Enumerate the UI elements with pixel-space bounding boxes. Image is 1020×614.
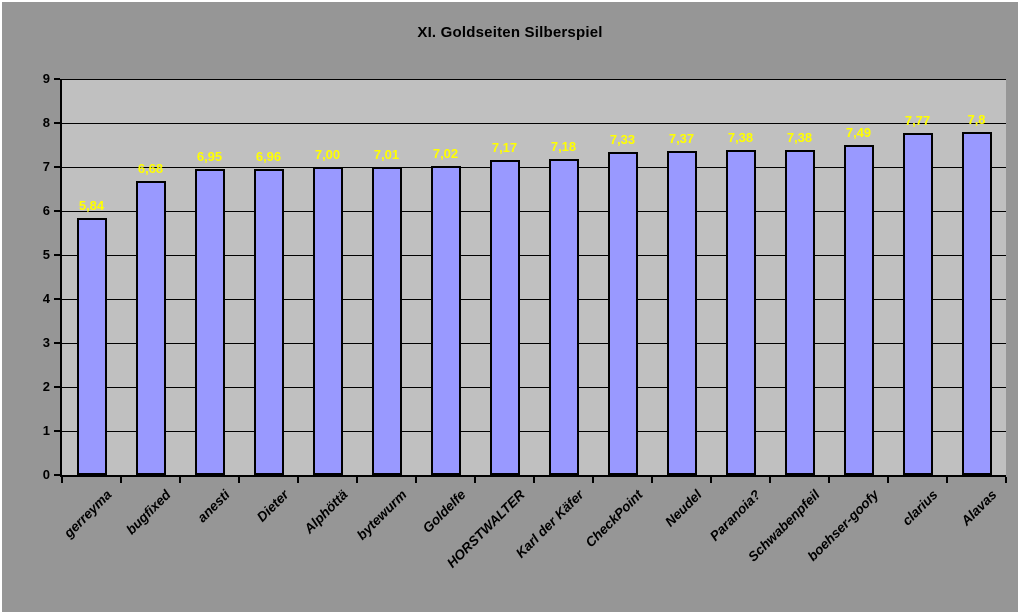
y-tick-mark: [54, 342, 60, 344]
y-tick-label: 0: [42, 467, 50, 482]
bar-value-label: 7,17: [491, 139, 518, 155]
x-tick-mark: [533, 477, 535, 483]
y-tick-mark: [54, 122, 60, 124]
y-tick-mark: [54, 210, 60, 212]
bar-value-label: 7,00: [314, 147, 341, 162]
y-tick-mark: [54, 78, 60, 80]
gridline: [62, 123, 1006, 124]
x-tick-mark: [592, 477, 594, 483]
x-tick-mark: [356, 477, 358, 483]
x-tick-mark: [887, 477, 889, 483]
bar: [135, 181, 166, 475]
bar-value-label: 7,77: [904, 113, 931, 129]
bar: [430, 166, 461, 475]
category-label: bugfixed: [122, 487, 174, 538]
y-tick-label: 8: [42, 115, 50, 130]
category-label: Goldelfe: [419, 487, 469, 536]
bar: [902, 133, 933, 475]
bar: [666, 150, 697, 475]
bar: [253, 168, 284, 475]
bar-value-label: 7,49: [845, 125, 872, 141]
category-label: boehser-goofy: [804, 487, 882, 564]
category-label: Alphöttä: [300, 487, 351, 537]
category-label: HORSTWALTER: [443, 487, 528, 571]
plot-area: 5,84 6,68 6,95 6,96 7,00 7,01 7,02 7,17 7,18 7,33…: [60, 79, 1006, 477]
x-tick-mark: [238, 477, 240, 483]
x-tick-mark: [710, 477, 712, 483]
bar: [725, 150, 756, 475]
bar-value-label: 7,38: [786, 130, 813, 146]
bar-value-label: 6,68: [137, 161, 164, 177]
bar-value-label: 6,95: [196, 149, 223, 165]
bar-value-label: 7,01: [373, 146, 400, 162]
bar: [312, 167, 343, 475]
y-tick-mark: [54, 254, 60, 256]
category-label: Karl der Käfer: [512, 487, 587, 561]
bar-value-label: 5,84: [78, 198, 105, 214]
x-tick-mark: [651, 477, 653, 483]
bar: [194, 169, 225, 475]
x-tick-mark: [61, 477, 63, 483]
y-tick-mark: [54, 386, 60, 388]
category-label: Neudel: [661, 487, 705, 530]
x-tick-mark: [474, 477, 476, 483]
bar-value-label: 6,96: [255, 148, 282, 164]
category-label: gerreyma: [60, 487, 115, 541]
y-tick-label: 5: [42, 247, 50, 262]
bar-value-label: 7,37: [668, 130, 695, 146]
gridline: [62, 255, 1006, 256]
category-label: anesti: [193, 487, 233, 526]
y-tick-mark: [54, 166, 60, 168]
category-label: Paranoia?: [706, 487, 764, 544]
y-tick-label: 4: [42, 291, 50, 306]
bar-value-label: 7,8: [967, 111, 986, 127]
y-tick-mark: [54, 474, 60, 476]
bar: [371, 166, 402, 475]
bar-value-label: 7,02: [432, 146, 459, 162]
category-label: Alavas: [957, 487, 1000, 529]
gridline: [62, 211, 1006, 212]
x-tick-mark: [828, 477, 830, 483]
bar-value-label: 7,38: [727, 130, 754, 146]
gridline: [62, 387, 1006, 388]
bar: [961, 131, 992, 475]
category-label: Dieter: [253, 487, 292, 525]
y-tick-label: 1: [42, 423, 50, 438]
category-label: bytewurm: [353, 487, 410, 543]
bar-value-label: 7,33: [609, 132, 636, 148]
x-tick-mark: [179, 477, 181, 483]
y-tick-label: 6: [42, 203, 50, 218]
x-tick-mark: [769, 477, 771, 483]
gridline: [62, 299, 1006, 300]
y-tick-mark: [54, 430, 60, 432]
x-tick-mark: [1005, 477, 1007, 483]
bar: [607, 152, 638, 475]
y-tick-label: 2: [42, 379, 50, 394]
y-tick-mark: [54, 298, 60, 300]
y-tick-label: 7: [42, 159, 50, 174]
x-tick-mark: [120, 477, 122, 483]
gridline: [62, 167, 1006, 168]
gridline: [62, 79, 1006, 80]
bar: [548, 159, 579, 475]
bar: [843, 145, 874, 475]
bar: [784, 150, 815, 475]
gridline: [62, 431, 1006, 432]
bar: [76, 218, 107, 475]
y-tick-label: 3: [42, 335, 50, 350]
chart-title: XI. Goldseiten Silberspiel: [417, 24, 603, 41]
gridline: [62, 343, 1006, 344]
y-tick-label: 9: [42, 71, 50, 86]
x-tick-mark: [415, 477, 417, 483]
bar: [489, 159, 520, 475]
category-label: clarius: [898, 487, 941, 529]
category-label: CheckPoint: [581, 487, 646, 551]
category-label: Schwabenpfeil: [744, 487, 823, 565]
x-tick-mark: [946, 477, 948, 483]
x-tick-mark: [297, 477, 299, 483]
bar-value-label: 7,18: [550, 139, 577, 155]
